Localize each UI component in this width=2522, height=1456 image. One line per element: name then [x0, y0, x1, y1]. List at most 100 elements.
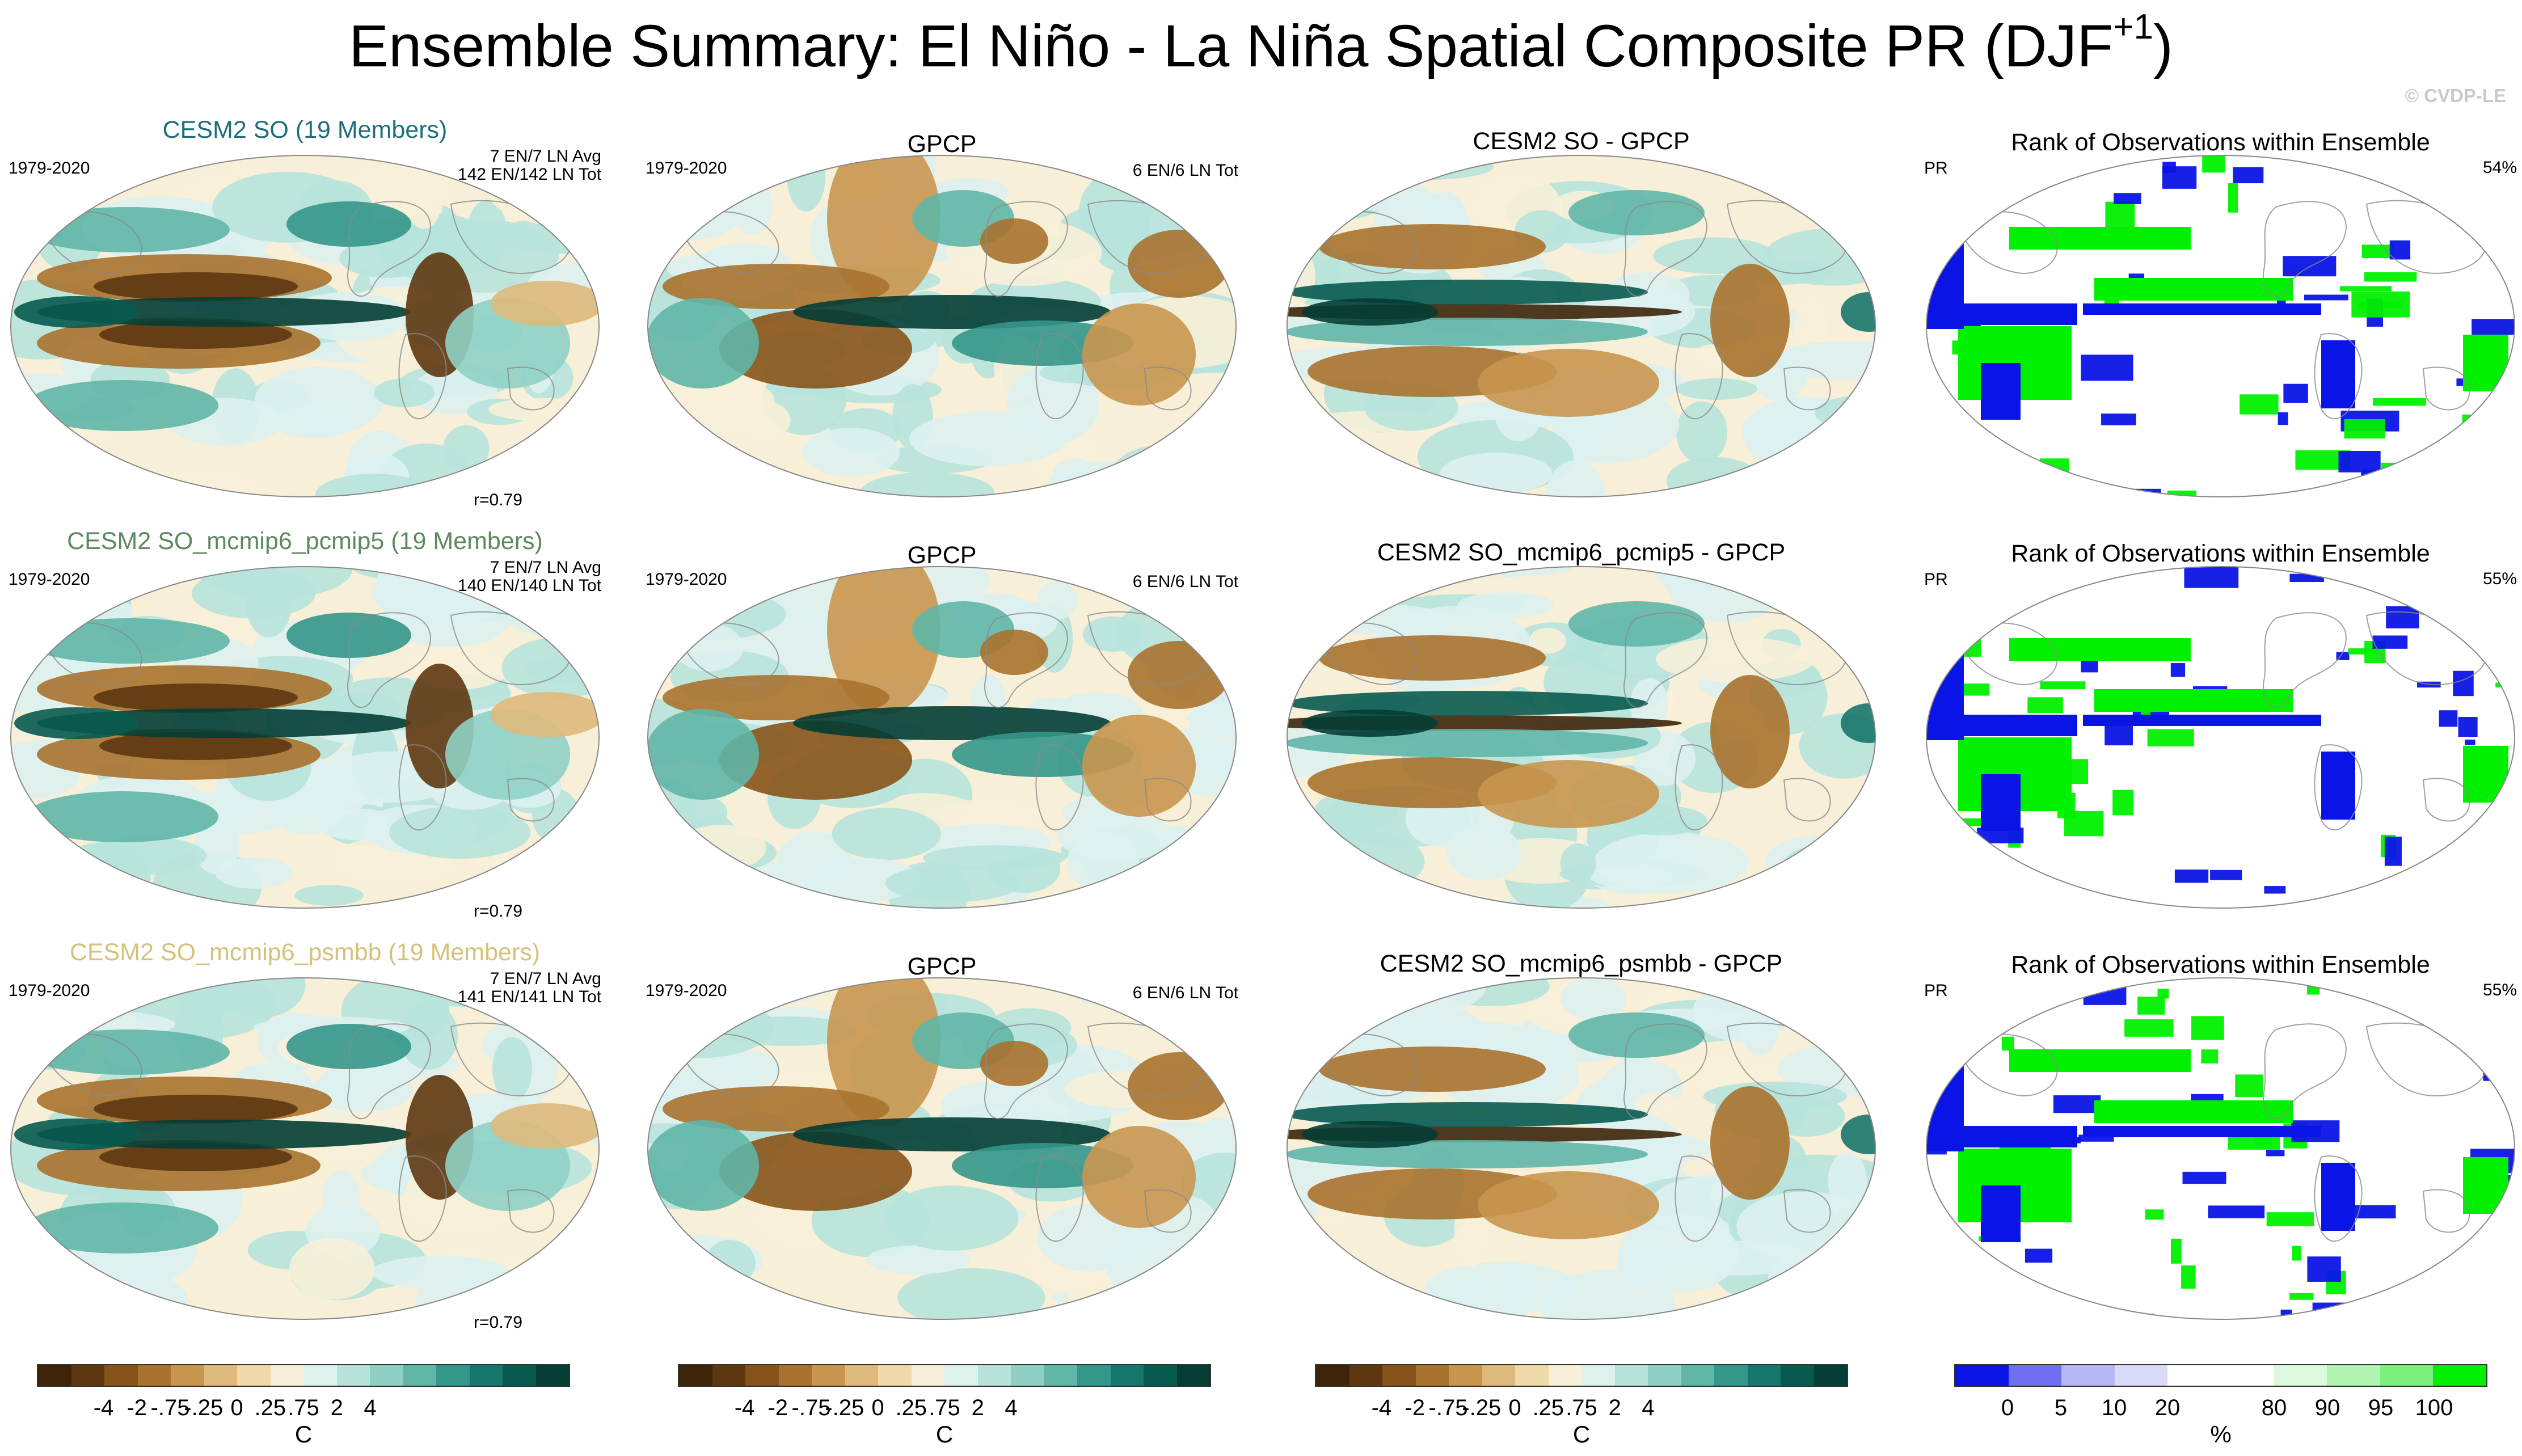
map-border — [647, 155, 1237, 497]
figure-title-superscript: +1 — [2113, 7, 2153, 47]
rank-map — [1926, 566, 2515, 909]
colorbar-swatch — [1382, 1365, 1416, 1386]
colorbar-tick-label: -2 — [126, 1395, 147, 1420]
colorbar-tick-label: 100 — [2415, 1395, 2453, 1420]
rank-variable-label: PR — [1924, 981, 1948, 1000]
map-border — [1926, 566, 2515, 909]
colorbar-swatch — [1011, 1365, 1044, 1386]
colorbar-swatch — [436, 1365, 470, 1386]
map-border — [1287, 977, 1876, 1320]
colorbar-tick-label: 2 — [330, 1395, 343, 1420]
colorbar-tick-label: -.75 — [1428, 1395, 1468, 1420]
colorbar-swatch — [2327, 1365, 2380, 1386]
obs-period-label: 1979-2020 — [646, 159, 727, 178]
colorbar-tick-label: .25 — [254, 1395, 286, 1420]
correlation-label: r=0.79 — [474, 902, 522, 921]
colorbar-swatch — [71, 1365, 104, 1386]
map-border — [10, 155, 600, 497]
colorbar-swatch — [2167, 1365, 2221, 1386]
rank-percent-label: 54% — [2482, 158, 2517, 177]
colorbar-swatch — [270, 1365, 303, 1386]
colorbar-swatch — [1449, 1365, 1482, 1386]
colorbar-swatch — [1349, 1365, 1382, 1386]
colorbar-swatch — [1077, 1365, 1111, 1386]
model-map — [10, 566, 600, 909]
colorbar-swatch — [137, 1365, 171, 1386]
map-border — [1926, 155, 2515, 497]
colorbar-swatch — [2220, 1365, 2274, 1386]
colorbar-unit-label: C — [935, 1421, 954, 1447]
obs-event-count-label: 6 EN/6 LN Tot — [1132, 572, 1238, 591]
colorbar-tick-label: -2 — [1405, 1395, 1426, 1420]
obs-event-count-label: 6 EN/6 LN Tot — [1132, 984, 1238, 1002]
colorbar-unit-label: C — [1572, 1421, 1591, 1447]
map-border — [10, 566, 600, 909]
colorbar-swatch — [503, 1365, 536, 1386]
colorbar-swatch — [2274, 1365, 2327, 1386]
obs-panel-title: GPCP — [907, 130, 977, 158]
diff-panel-title: CESM2 SO - GPCP — [1473, 128, 1690, 155]
colorbar-swatch — [911, 1365, 944, 1386]
colorbar-swatch — [778, 1365, 812, 1386]
rank-colorbar — [1954, 1364, 2487, 1387]
colorbar-swatch — [878, 1365, 912, 1386]
colorbar-tick-label: .75 — [288, 1395, 319, 1420]
colorbar-unit-label: % — [2210, 1421, 2232, 1447]
colorbar-tick-label: 4 — [1642, 1395, 1655, 1420]
colorbar-swatch — [1747, 1365, 1781, 1386]
model-map — [10, 155, 600, 497]
rank-variable-label: PR — [1924, 159, 1948, 178]
rank-panel-title: Rank of Observations within Ensemble — [2011, 951, 2430, 978]
map-border — [1926, 977, 2515, 1320]
avg-events-line: 7 EN/7 LN Avg — [490, 147, 601, 166]
model-panel-title: CESM2 SO_mcmip6_pcmip5 (19 Members) — [67, 527, 543, 555]
colorbar-tick-label: -4 — [734, 1395, 755, 1420]
colorbar-tick-label: 0 — [2001, 1395, 2014, 1420]
colorbar-swatch — [812, 1365, 845, 1386]
colorbar-swatch — [2114, 1365, 2168, 1386]
map-border — [647, 566, 1237, 909]
colorbar-tick-label: 10 — [2101, 1395, 2127, 1420]
total-events-line: 141 EN/141 LN Tot — [458, 987, 601, 1006]
obs-map — [647, 977, 1237, 1320]
colorbar-tick-label: .75 — [929, 1395, 960, 1420]
colorbar-tick-label: 5 — [2054, 1395, 2068, 1420]
event-count-label: 7 EN/7 LN Avg 140 EN/140 LN Tot — [408, 559, 601, 595]
colorbar-tick-label: 2 — [971, 1395, 984, 1420]
colorbar-swatch — [1714, 1365, 1748, 1386]
diff-map — [1287, 977, 1876, 1320]
colorbar-swatch — [1044, 1365, 1077, 1386]
colorbar-swatch — [1316, 1365, 1349, 1386]
colorbar-tick-label: 0 — [871, 1395, 884, 1420]
colorbar-swatch — [1648, 1365, 1681, 1386]
composite-colorbar — [37, 1364, 570, 1387]
colorbar-tick-label: 4 — [364, 1395, 377, 1420]
figure-title-close: ) — [2153, 13, 2173, 79]
colorbar-swatch — [1581, 1365, 1615, 1386]
rank-variable-label: PR — [1924, 570, 1948, 589]
colorbar-swatch — [1144, 1365, 1177, 1386]
colorbar-swatch — [1482, 1365, 1515, 1386]
rank-panel-title: Rank of Observations within Ensemble — [2011, 540, 2430, 567]
obs-map — [647, 155, 1237, 497]
event-count-label: 7 EN/7 LN Avg 142 EN/142 LN Tot — [408, 147, 601, 184]
colorbar-swatch — [2061, 1365, 2115, 1386]
colorbar-swatch — [237, 1365, 271, 1386]
colorbar-swatch — [2008, 1365, 2062, 1386]
colorbar-swatch — [1781, 1365, 1814, 1386]
composite-colorbar — [678, 1364, 1211, 1387]
colorbar-tick-label: -.75 — [791, 1395, 831, 1420]
avg-events-line: 7 EN/7 LN Avg — [490, 969, 601, 988]
colorbar-tick-label: 95 — [2368, 1395, 2394, 1420]
colorbar-tick-label: -.25 — [825, 1395, 864, 1420]
colorbar-swatch — [977, 1365, 1011, 1386]
rank-map — [1926, 155, 2515, 497]
colorbar-unit-label: C — [294, 1421, 313, 1447]
colorbar-swatch — [745, 1365, 779, 1386]
colorbar-swatch — [535, 1365, 569, 1386]
colorbar-swatch — [1548, 1365, 1581, 1386]
colorbar-swatch — [712, 1365, 745, 1386]
colorbar-swatch — [171, 1365, 204, 1386]
figure-title-main: Ensemble Summary: El Niño - La Niña Spat… — [349, 13, 2114, 79]
avg-events-line: 7 EN/7 LN Avg — [490, 558, 601, 577]
